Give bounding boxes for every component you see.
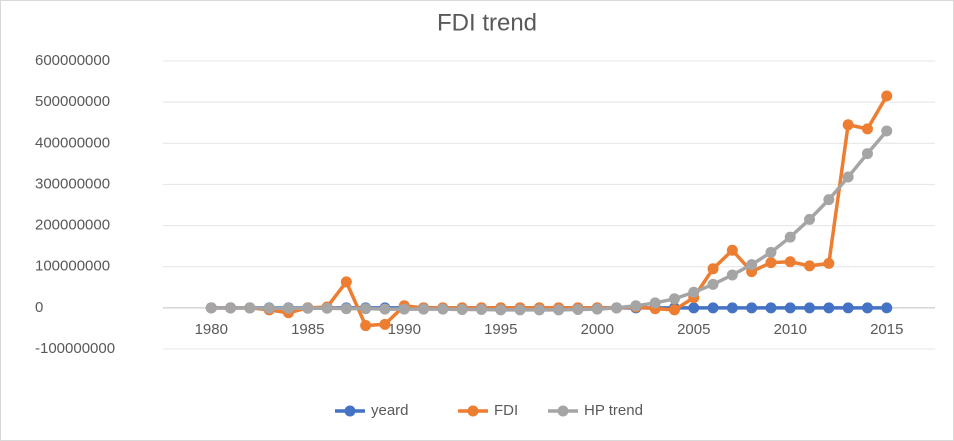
point [321,302,333,314]
point [630,300,642,312]
x-tick-label: 2005 [677,321,710,338]
point [765,246,777,258]
point [340,303,352,315]
point [861,302,873,314]
point [765,302,777,314]
point [688,286,700,298]
x-tick-label: 1995 [484,321,517,338]
point [861,123,873,135]
point [881,302,893,314]
point [533,304,545,316]
legend-marker [344,405,356,417]
legend-label: HP trend [584,402,643,419]
point [553,304,565,316]
legend-marker [557,405,569,417]
point [707,263,719,275]
point [398,303,410,315]
point [842,119,854,131]
point [688,302,700,314]
point [881,90,893,102]
legend-label: yeard [371,402,409,419]
point [668,304,680,316]
y-tick-label: 0 [35,299,43,316]
point [456,304,468,316]
point [591,303,603,315]
point [784,302,796,314]
point [823,302,835,314]
point [611,302,623,314]
x-tick-label: 1990 [388,321,421,338]
point [726,302,738,314]
point [649,297,661,309]
legend-label: FDI [494,402,518,419]
y-tick-label: 600000000 [35,52,110,69]
point [437,303,449,315]
y-tick-label: 400000000 [35,134,110,151]
chart-title: FDI trend [437,9,537,36]
point [379,318,391,330]
point [784,256,796,268]
point [881,125,893,137]
point [823,257,835,269]
x-tick-label: 1985 [291,321,324,338]
point [514,304,526,316]
point [842,302,854,314]
point [746,302,758,314]
legend-marker [467,405,479,417]
point [765,257,777,269]
point [861,148,873,160]
point [360,320,372,332]
point [823,194,835,206]
point [707,302,719,314]
point [668,293,680,305]
point [842,171,854,183]
point [804,213,816,225]
point [804,302,816,314]
point [746,259,758,271]
point [784,231,796,243]
y-tick-label: -100000000 [35,340,115,357]
point [572,304,584,316]
point [360,303,372,315]
point [225,302,237,314]
y-tick-label: 500000000 [35,93,110,110]
x-tick-label: 1980 [195,321,228,338]
point [707,278,719,290]
point [495,304,507,316]
y-tick-label: 300000000 [35,175,110,192]
point [379,303,391,315]
point [244,302,256,314]
point [302,302,314,314]
point [475,304,487,316]
x-tick-label: 2010 [774,321,807,338]
point [205,302,217,314]
point [726,269,738,281]
y-tick-label: 100000000 [35,258,110,275]
x-tick-label: 2015 [870,321,903,338]
y-tick-label: 200000000 [35,217,110,234]
point [263,302,275,314]
point [418,303,430,315]
point [726,244,738,256]
point [804,260,816,272]
x-tick-label: 2000 [581,321,614,338]
point [340,276,352,288]
point [282,302,294,314]
